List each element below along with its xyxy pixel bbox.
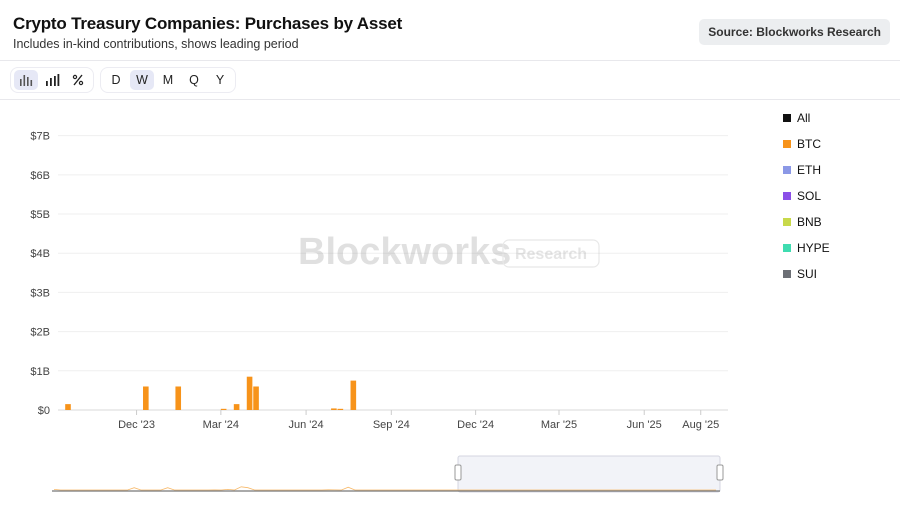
bars xyxy=(65,376,357,410)
chart-area: Blockworks Research $0 $1B $2B $3B $4B $5B $6B… xyxy=(0,100,900,500)
period-quarterly-button[interactable]: Q xyxy=(189,73,199,87)
y-axis: $0 $1B $2B $3B $4B $5B $6B $7B xyxy=(30,131,50,417)
period-monthly-button[interactable]: M xyxy=(162,73,174,87)
y-tick-label: $7B xyxy=(30,131,50,143)
legend-item-eth[interactable]: ETH xyxy=(783,157,830,183)
navigator-btc-line xyxy=(53,486,716,491)
y-tick-label: $5B xyxy=(30,209,50,221)
y-tick-label: $4B xyxy=(30,248,50,260)
period-daily-button[interactable]: D xyxy=(111,73,121,87)
toolbar-divider xyxy=(0,99,900,100)
legend-item-sui[interactable]: SUI xyxy=(783,261,830,287)
x-tick-label: Aug '25 xyxy=(682,419,719,431)
bar-btc xyxy=(331,408,337,410)
percent-button[interactable] xyxy=(66,70,90,90)
legend-swatch xyxy=(783,114,791,122)
bar-btc xyxy=(175,386,182,410)
chart-type-group xyxy=(10,67,94,93)
period-yearly-button[interactable]: Y xyxy=(215,73,225,87)
chart-subtitle: Includes in-kind contributions, shows le… xyxy=(13,37,299,51)
bar-btc xyxy=(246,376,253,410)
legend-label: BNB xyxy=(797,215,822,229)
navigator-right-handle[interactable] xyxy=(716,464,724,481)
x-tick-label: Mar '24 xyxy=(203,419,239,431)
bar-btc xyxy=(337,408,344,410)
y-tick-label: $6B xyxy=(30,170,50,182)
legend-swatch xyxy=(783,192,791,200)
x-axis: Dec '23 Mar '24 Jun '24 Sep '24 Dec '24 Mar '… xyxy=(118,410,719,431)
legend: All BTC ETH SOL BNB HYPE SUI xyxy=(783,105,830,287)
grid-lines xyxy=(58,135,728,411)
bar-btc xyxy=(350,380,357,410)
legend-swatch xyxy=(783,244,791,252)
source-badge: Source: Blockworks Research xyxy=(699,19,890,45)
legend-swatch xyxy=(783,166,791,174)
legend-swatch xyxy=(783,218,791,226)
y-tick-label: $2B xyxy=(30,327,50,339)
navigator-left-handle[interactable] xyxy=(454,464,462,481)
x-tick-label: Dec '23 xyxy=(118,419,155,431)
y-tick-label: $3B xyxy=(30,287,50,299)
navigator-selection xyxy=(457,455,721,493)
legend-label: All xyxy=(797,111,811,125)
legend-item-all[interactable]: All xyxy=(783,105,830,131)
legend-label: HYPE xyxy=(797,241,830,255)
watermark: Blockworks Research xyxy=(298,231,600,273)
x-tick-label: Mar '25 xyxy=(541,419,577,431)
percent-icon xyxy=(72,74,84,86)
legend-item-bnb[interactable]: BNB xyxy=(783,209,830,235)
watermark-brand: Blockworks xyxy=(298,231,511,273)
x-tick-label: Dec '24 xyxy=(457,419,494,431)
legend-swatch xyxy=(783,140,791,148)
watermark-badge: Research xyxy=(515,246,587,263)
range-navigator xyxy=(52,455,724,493)
legend-swatch xyxy=(783,270,791,278)
bar-btc xyxy=(143,386,149,410)
watermark-badge-frame xyxy=(502,239,600,268)
x-tick-label: Sep '24 xyxy=(373,419,410,431)
y-tick-label: $1B xyxy=(30,366,50,378)
legend-label: SUI xyxy=(797,267,818,281)
bar-btc xyxy=(220,408,227,410)
period-weekly-button[interactable]: W xyxy=(130,70,154,90)
x-tick-label: Jun '25 xyxy=(627,419,662,431)
y-tick-label: $0 xyxy=(38,405,50,417)
x-tick-label: Jun '24 xyxy=(289,419,324,431)
legend-item-sol[interactable]: SOL xyxy=(783,183,830,209)
bar-btc xyxy=(253,386,259,410)
chart-header: Crypto Treasury Companies: Purchases by … xyxy=(0,0,900,60)
bar-chart-icon xyxy=(20,75,33,86)
chart-svg: Blockworks Research $0 $1B $2B $3B $4B $5B $6B… xyxy=(30,131,728,493)
bar-btc xyxy=(233,404,240,410)
legend-item-btc[interactable]: BTC xyxy=(783,131,830,157)
bar-btc xyxy=(65,404,71,410)
legend-item-hype[interactable]: HYPE xyxy=(783,235,830,261)
period-group: D W M Q Y xyxy=(100,67,236,93)
chart-toolbar: D W M Q Y xyxy=(10,67,236,93)
legend-label: ETH xyxy=(797,163,821,177)
stacked-bar-icon xyxy=(46,74,60,86)
stacked-bar-button[interactable] xyxy=(40,70,64,90)
legend-label: SOL xyxy=(797,189,822,203)
bar-chart-button[interactable] xyxy=(14,70,38,90)
header-divider xyxy=(0,60,900,61)
chart-title: Crypto Treasury Companies: Purchases by … xyxy=(13,14,403,33)
legend-label: BTC xyxy=(797,137,821,151)
